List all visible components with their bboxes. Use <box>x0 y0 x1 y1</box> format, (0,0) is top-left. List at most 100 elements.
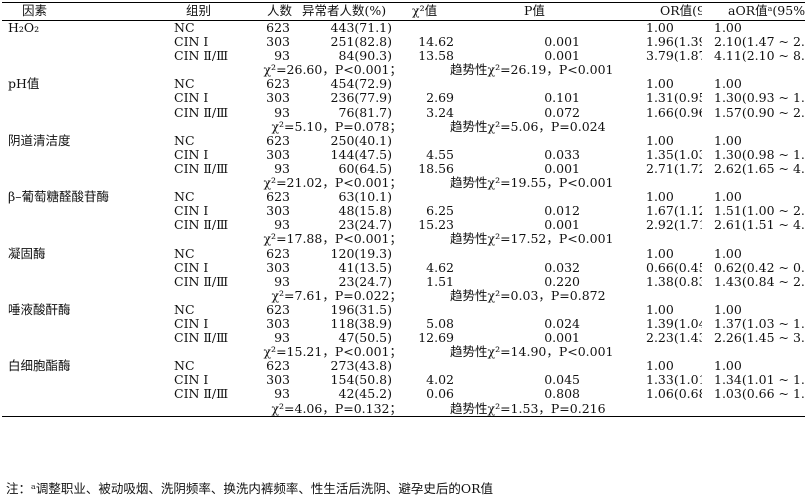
trend-test-result: 趋势性χ²=19.55，P<0.001 <box>450 176 614 191</box>
abnormal-count-cell: 48(15.8) <box>338 204 393 219</box>
adjusted-odds-ratio-cell: 1.30(0.93 ~ 1.80) <box>714 91 805 106</box>
overall-test-result: χ²=17.88，P<0.001； <box>263 232 402 247</box>
summary-row: χ²=5.10，P=0.078； 趋势性χ²=5.06，P=0.024 <box>2 120 805 134</box>
count-cell: 93 <box>274 331 290 346</box>
odds-ratio-cell: 1.35(1.03 ~ 1.78) <box>646 147 702 162</box>
odds-ratio-cell: 2.92(1.71 ~ 5.00) <box>646 218 702 233</box>
table-row: CIN Ⅱ/Ⅲ 93 23(24.7) 15.23 0.001 2.92(1.71 ~ 5… <box>2 218 805 232</box>
abnormal-count-cell: 76(81.7) <box>338 105 393 120</box>
factor-cell <box>2 317 130 331</box>
group-cell: CIN Ⅰ <box>174 373 209 388</box>
table-row: CIN Ⅰ 303 48(15.8) 6.25 0.012 1.67(1.12 ~ 2.5… <box>2 204 805 218</box>
header-chi-square: χ²值 <box>402 2 468 21</box>
summary-row: χ²=26.60，P<0.001； 趋势性χ²=26.19，P<0.001 <box>2 63 805 77</box>
overall-test-result: χ²=7.61，P=0.022； <box>271 288 402 303</box>
table-body: H₂O₂ NC 623 443(71.1) 1.00 1.00 CIN Ⅰ 303 251(82… <box>2 21 805 417</box>
count-cell: 303 <box>266 373 290 388</box>
group-cell: NC <box>174 20 195 35</box>
count-cell: 623 <box>266 359 290 374</box>
p-value-cell: 0.024 <box>544 316 580 331</box>
count-cell: 623 <box>266 246 290 261</box>
p-value-cell: 0.808 <box>544 387 580 402</box>
table-row: 阴道清洁度 NC 623 250(40.1) 1.00 1.00 <box>2 134 805 148</box>
abnormal-count-cell: 118(38.9) <box>330 316 392 331</box>
summary-row: χ²=4.06，P=0.132； 趋势性χ²=1.53，P=0.216 <box>2 401 805 417</box>
adjusted-odds-ratio-cell: 1.34(1.01 ~ 1.77) <box>714 373 805 388</box>
overall-test-result: χ²=15.21，P<0.001； <box>263 345 402 360</box>
factor-cell: 凝固酶 <box>8 246 46 261</box>
count-cell: 623 <box>266 20 290 35</box>
group-cell: CIN Ⅱ/Ⅲ <box>174 387 229 402</box>
p-value-cell <box>468 190 590 204</box>
chi-square-cell: 1.51 <box>426 274 454 289</box>
factor-cell: 唾液酸酐酶 <box>8 302 71 317</box>
chi-square-cell: 18.56 <box>418 161 454 176</box>
count-cell: 303 <box>266 147 290 162</box>
adjusted-odds-ratio-cell: 2.10(1.47 ~ 2.98) <box>714 35 805 50</box>
odds-ratio-cell: 1.39(1.04 ~ 1.85) <box>646 316 702 331</box>
odds-ratio-cell: 1.06(0.68 ~ 1.64) <box>646 387 702 402</box>
abnormal-count-cell: 63(10.1) <box>338 190 393 205</box>
overall-test-result: χ²=5.10，P=0.078； <box>271 119 402 134</box>
adjusted-odds-ratio-cell: 2.62(1.65 ~ 4.14) <box>714 161 805 176</box>
abnormal-count-cell: 84(90.3) <box>338 49 393 64</box>
count-cell: 623 <box>266 302 290 317</box>
abnormal-count-cell: 120(19.3) <box>330 246 392 261</box>
p-value-cell: 0.001 <box>544 161 580 176</box>
summary-row: χ²=21.02，P<0.001； 趋势性χ²=19.55，P<0.001 <box>2 176 805 190</box>
odds-ratio-cell: 1.00 <box>646 359 674 374</box>
trend-test-result: 趋势性χ²=26.19，P<0.001 <box>450 63 614 78</box>
summary-row: χ²=15.21，P<0.001； 趋势性χ²=14.90，P<0.001 <box>2 345 805 359</box>
factor-cell <box>2 218 130 232</box>
odds-ratio-cell: 1.00 <box>646 190 674 205</box>
group-cell: CIN Ⅱ/Ⅲ <box>174 105 229 120</box>
header-adjusted-odds-ratio: aOR值ᵃ(95%CI) <box>702 2 805 21</box>
count-cell: 303 <box>266 316 290 331</box>
count-cell: 303 <box>266 204 290 219</box>
chi-square-cell: 2.69 <box>426 91 454 106</box>
p-value-cell <box>468 303 590 317</box>
group-cell: CIN Ⅰ <box>174 316 209 331</box>
abnormal-count-cell: 196(31.5) <box>330 302 392 317</box>
header-odds-ratio: OR值(95%CI) <box>590 2 702 21</box>
abnormal-count-cell: 273(43.8) <box>330 359 392 374</box>
factor-cell <box>2 275 130 289</box>
p-value-cell: 0.033 <box>544 147 580 162</box>
odds-ratio-cell: 1.31(0.95 ~ 1.81) <box>646 91 702 106</box>
chi-square-cell: 5.08 <box>426 316 454 331</box>
p-value-cell: 0.001 <box>544 331 580 346</box>
factor-cell <box>2 162 130 176</box>
chi-square-cell: 15.23 <box>418 218 454 233</box>
factor-cell <box>2 331 130 345</box>
group-cell: NC <box>174 359 195 374</box>
table-row: CIN Ⅰ 303 154(50.8) 4.02 0.045 1.33(1.01 ~ 1.… <box>2 373 805 387</box>
adjusted-odds-ratio-cell: 1.00 <box>714 246 742 261</box>
adjusted-odds-ratio-cell: 1.57(0.90 ~ 2.75) <box>714 105 805 120</box>
abnormal-count-cell: 60(64.5) <box>338 161 393 176</box>
chi-square-cell: 6.25 <box>426 204 454 219</box>
p-value-cell <box>468 77 590 91</box>
header-group: 组别 <box>130 2 242 21</box>
adjusted-odds-ratio-cell: 1.37(1.03 ~ 1.84) <box>714 316 805 331</box>
adjusted-odds-ratio-cell: 0.62(0.42 ~ 0.92) <box>714 260 805 275</box>
table-row: CIN Ⅰ 303 144(47.5) 4.55 0.033 1.35(1.03 ~ 1.… <box>2 148 805 162</box>
table-row: 凝固酶 NC 623 120(19.3) 1.00 1.00 <box>2 247 805 261</box>
odds-ratio-cell: 1.38(0.83 ~ 2.30) <box>646 274 702 289</box>
adjusted-odds-ratio-cell: 4.11(2.10 ~ 8.43) <box>714 49 805 64</box>
abnormal-count-cell: 144(47.5) <box>330 147 392 162</box>
abnormal-count-cell: 250(40.1) <box>330 133 392 148</box>
count-cell: 93 <box>274 105 290 120</box>
factor-cell: H₂O₂ <box>8 20 40 35</box>
odds-ratio-cell: 1.00 <box>646 302 674 317</box>
odds-ratio-cell: 1.96(1.39 ~ 2.77) <box>646 35 702 50</box>
table-row: CIN Ⅱ/Ⅲ 93 42(45.2) 0.06 0.808 1.06(0.68 ~ 1.… <box>2 387 805 401</box>
adjusted-odds-ratio-cell: 1.00 <box>714 302 742 317</box>
count-cell: 93 <box>274 161 290 176</box>
chi-square-cell <box>402 21 468 36</box>
trend-test-result: 趋势性χ²=14.90，P<0.001 <box>450 345 614 360</box>
p-value-cell <box>468 247 590 261</box>
adjusted-odds-ratio-cell: 1.03(0.66 ~ 1.61) <box>714 387 805 402</box>
adjusted-odds-ratio-cell: 1.00 <box>714 20 742 35</box>
chi-square-cell: 13.58 <box>418 49 454 64</box>
p-value-cell: 0.001 <box>544 218 580 233</box>
